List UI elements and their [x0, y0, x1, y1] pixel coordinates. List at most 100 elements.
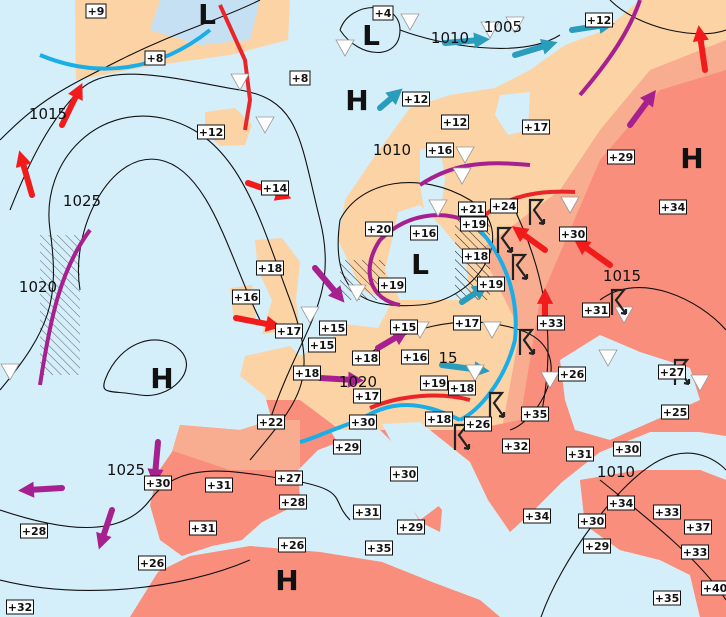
temperature-label: +18	[256, 260, 284, 276]
flow-arrow	[442, 32, 490, 49]
temperature-value: +19	[422, 377, 447, 390]
temperature-value: +16	[428, 144, 453, 157]
temperature-value: +26	[140, 557, 165, 570]
temperature-label: +31	[353, 504, 381, 520]
temperature-value: +31	[191, 522, 216, 535]
temperature-value: +19	[462, 218, 487, 231]
temperature-label: +30	[613, 441, 641, 457]
flow-arrow	[692, 25, 709, 73]
temperature-value: +15	[321, 322, 346, 335]
temperature-label: +30	[559, 226, 587, 242]
temperature-value: +28	[281, 496, 306, 509]
temperature-label: +26	[558, 366, 586, 382]
high-pressure-center: H	[275, 564, 298, 597]
temperature-value: +32	[8, 601, 33, 614]
temperature-label: +29	[607, 149, 635, 165]
temperature-value: +33	[683, 546, 708, 559]
low-pressure-center: L	[198, 0, 216, 31]
temperature-label: +9	[85, 3, 107, 19]
flow-arrow	[512, 38, 558, 58]
temperature-label: +17	[353, 388, 381, 404]
shower-symbol	[614, 306, 634, 324]
shower-symbol	[540, 371, 560, 389]
temperature-label: +15	[319, 320, 347, 336]
temperature-value: +35	[655, 592, 680, 605]
temperature-value: +30	[351, 416, 376, 429]
temperature-label: +33	[653, 504, 681, 520]
temperature-value: +20	[367, 223, 392, 236]
cold-front	[39, 28, 212, 71]
flow-arrow	[312, 265, 345, 303]
warm-front	[218, 4, 253, 131]
temperature-value: +4	[375, 7, 392, 20]
temperature-label: +29	[333, 439, 361, 455]
temperature-value: +34	[661, 201, 686, 214]
isobar-label: 15	[438, 349, 457, 367]
temperature-value: +31	[568, 448, 593, 461]
isobar-label: 1005	[484, 18, 522, 36]
baltic-sea	[385, 205, 470, 300]
shower-symbol	[347, 284, 367, 302]
temperature-value: +12	[404, 93, 429, 106]
temperature-value: +28	[22, 525, 47, 538]
temperature-label: +34	[659, 199, 687, 215]
temperature-label: +15	[390, 319, 418, 335]
temperature-label: +20	[365, 221, 393, 237]
shower-symbol	[335, 39, 355, 57]
flow-arrow	[317, 371, 364, 388]
temperature-label: +27	[658, 364, 686, 380]
temperature-label: +30	[390, 466, 418, 482]
temperature-label: +35	[365, 540, 393, 556]
occluded-front	[367, 213, 477, 307]
temperature-value: +16	[234, 291, 259, 304]
temperature-label: +37	[684, 519, 712, 535]
temperature-label: +26	[278, 537, 306, 553]
thunderstorm-symbol	[496, 226, 514, 254]
temperature-value: +17	[355, 390, 380, 403]
temperature-value: +37	[686, 521, 711, 534]
temperature-label: +8	[144, 50, 166, 66]
temperature-value: +19	[479, 278, 504, 291]
temperature-label: +34	[607, 495, 635, 511]
temperature-value: +27	[660, 366, 685, 379]
high-pressure-center: H	[150, 362, 173, 395]
temperature-label: +35	[521, 406, 549, 422]
temperature-value: +30	[580, 515, 605, 528]
low-pressure-center: L	[362, 19, 380, 52]
occluded-front	[578, 0, 642, 97]
temperature-label: +18	[425, 411, 453, 427]
temperature-value: +16	[412, 227, 437, 240]
temperature-value: +35	[523, 408, 548, 421]
temperature-value: +26	[280, 539, 305, 552]
temperature-value: +17	[277, 325, 302, 338]
shower-symbol	[300, 306, 320, 324]
temperature-label: +29	[583, 538, 611, 554]
temperature-value: +8	[292, 72, 309, 85]
high-pressure-center: H	[345, 84, 368, 117]
temperature-value: +31	[207, 479, 232, 492]
temperature-value: +12	[587, 14, 612, 27]
temperature-value: +30	[392, 468, 417, 481]
temperature-label: +32	[502, 438, 530, 454]
temperature-value: +31	[355, 506, 380, 519]
occluded-front	[418, 161, 531, 187]
flow-arrow	[96, 507, 115, 550]
temperature-label: +27	[275, 470, 303, 486]
flow-arrow	[18, 481, 65, 498]
isobar-label: 1020	[19, 278, 57, 296]
temperature-value: +21	[460, 203, 485, 216]
temperature-label: +14	[261, 180, 289, 196]
isobar-label: 1020	[339, 373, 377, 391]
temperature-label: +16	[401, 349, 429, 365]
land-warm-iberia	[170, 420, 300, 470]
temperature-label: +16	[426, 142, 454, 158]
flow-arrow	[15, 150, 35, 198]
flow-arrow	[377, 88, 403, 111]
temperature-label: +32	[6, 599, 34, 615]
flow-arrow	[511, 226, 548, 253]
occluded-front	[38, 228, 92, 386]
temperature-label: +19	[420, 375, 448, 391]
temperature-value: +26	[560, 368, 585, 381]
temperature-label: +26	[464, 416, 492, 432]
